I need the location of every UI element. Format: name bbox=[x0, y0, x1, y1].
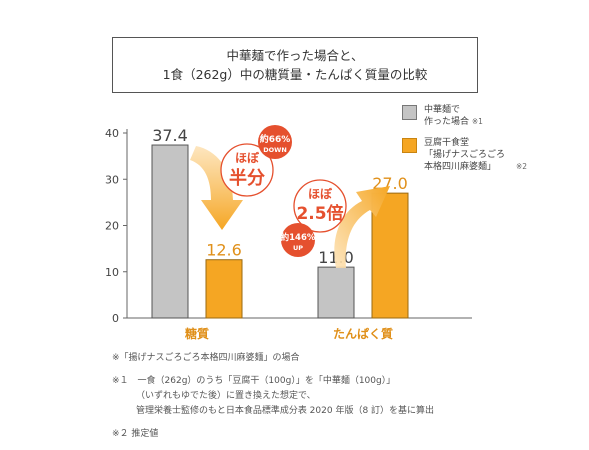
legend-note: ※1 bbox=[471, 117, 483, 126]
annotation-double: ほぼ 2.5倍 約146% UP bbox=[281, 179, 347, 257]
badge-up-bottom: UP bbox=[293, 244, 303, 252]
annotation-double-main: ほぼ bbox=[308, 187, 333, 201]
legend-swatch-gray bbox=[402, 105, 417, 120]
up-arrow-icon bbox=[334, 186, 390, 268]
footnote-1: ※１ 一食（262g）のうち「豆腐干（100g）」を「中華麺（100g）」 bbox=[112, 376, 396, 386]
legend-label-line: 中華麺で bbox=[424, 105, 461, 115]
legend-label-line: 「揚げナスごろごろ bbox=[424, 150, 506, 160]
badge-up bbox=[281, 223, 315, 257]
badge-down bbox=[258, 125, 292, 159]
legend-label-line3: 本格四川麻婆麺」 bbox=[424, 162, 497, 172]
legend-note: ※2 bbox=[516, 162, 528, 171]
legend-label-line: 本格四川麻婆麺」 ※2 bbox=[424, 161, 527, 173]
y-axis: 0 10 20 30 40 bbox=[105, 127, 472, 325]
y-tick-label: 30 bbox=[105, 173, 119, 186]
footnote-1-cont: （いずれもゆでた後）に置き換えた想定で、 bbox=[136, 391, 316, 401]
down-arrow-icon bbox=[190, 146, 243, 230]
bar-tofu-0 bbox=[205, 259, 243, 319]
legend-label-line: 豆腐干食堂 bbox=[424, 138, 470, 148]
category-label: たんぱく質 bbox=[333, 326, 393, 341]
badge-down-top: 約66% bbox=[260, 133, 291, 145]
legend-label-line: 作った場合 ※1 bbox=[424, 116, 527, 128]
badge-up-top: 約146% bbox=[281, 232, 316, 243]
chart-title-line2: 1食（262g）中の糖質量・たんぱく質量の比較 bbox=[162, 67, 428, 82]
legend: 中華麺で 作った場合 ※1 豆腐干食堂 「揚げナスごろごろ 本格四川麻婆麺」 ※2 bbox=[402, 104, 527, 182]
y-tick-label: 0 bbox=[112, 312, 119, 325]
footnotes: ※「揚げナスごろごろ本格四川麻婆麺」の場合 ※１ 一食（262g）のうち「豆腐干… bbox=[112, 351, 434, 442]
legend-label-line2: 作った場合 bbox=[424, 117, 470, 127]
chart-title-box: 中華麺で作った場合と、 1食（262g）中の糖質量・たんぱく質量の比較 bbox=[112, 37, 478, 93]
legend-swatch-orange bbox=[402, 138, 417, 153]
bar-chuka-0 bbox=[151, 144, 189, 319]
chart-title-line1: 中華麺で作った場合と、 bbox=[226, 48, 364, 63]
bar-chuka-1 bbox=[317, 266, 355, 319]
legend-item-tofu: 豆腐干食堂 「揚げナスごろごろ 本格四川麻婆麺」 ※2 bbox=[402, 137, 527, 173]
bar-value-label: 12.6 bbox=[206, 241, 242, 260]
annotation-half-main: ほぼ bbox=[235, 151, 260, 165]
footnote-2: ※２ 推定値 bbox=[112, 429, 159, 439]
y-tick-label: 20 bbox=[105, 220, 119, 233]
footnote-1-cont2: 管理栄養士監修のもと日本食品標準成分表 2020 年版（8 訂）を基に算出 bbox=[136, 406, 435, 416]
annotation-double-big: 2.5倍 bbox=[296, 203, 343, 224]
legend-item-chuka: 中華麺で 作った場合 ※1 bbox=[402, 104, 527, 128]
y-tick-label: 10 bbox=[105, 266, 119, 279]
bar-tofu-1 bbox=[371, 192, 409, 319]
category-label: 糖質 bbox=[185, 326, 209, 341]
y-tick-label: 40 bbox=[105, 127, 119, 140]
annotation-half: ほぼ 半分 約66% DOWN bbox=[220, 125, 292, 197]
footnote-main: ※「揚げナスごろごろ本格四川麻婆麺」の場合 bbox=[112, 353, 300, 363]
bar-value-label: 37.4 bbox=[152, 126, 188, 145]
annotation-half-big: 半分 bbox=[229, 167, 265, 189]
badge-down-bottom: DOWN bbox=[263, 146, 287, 154]
